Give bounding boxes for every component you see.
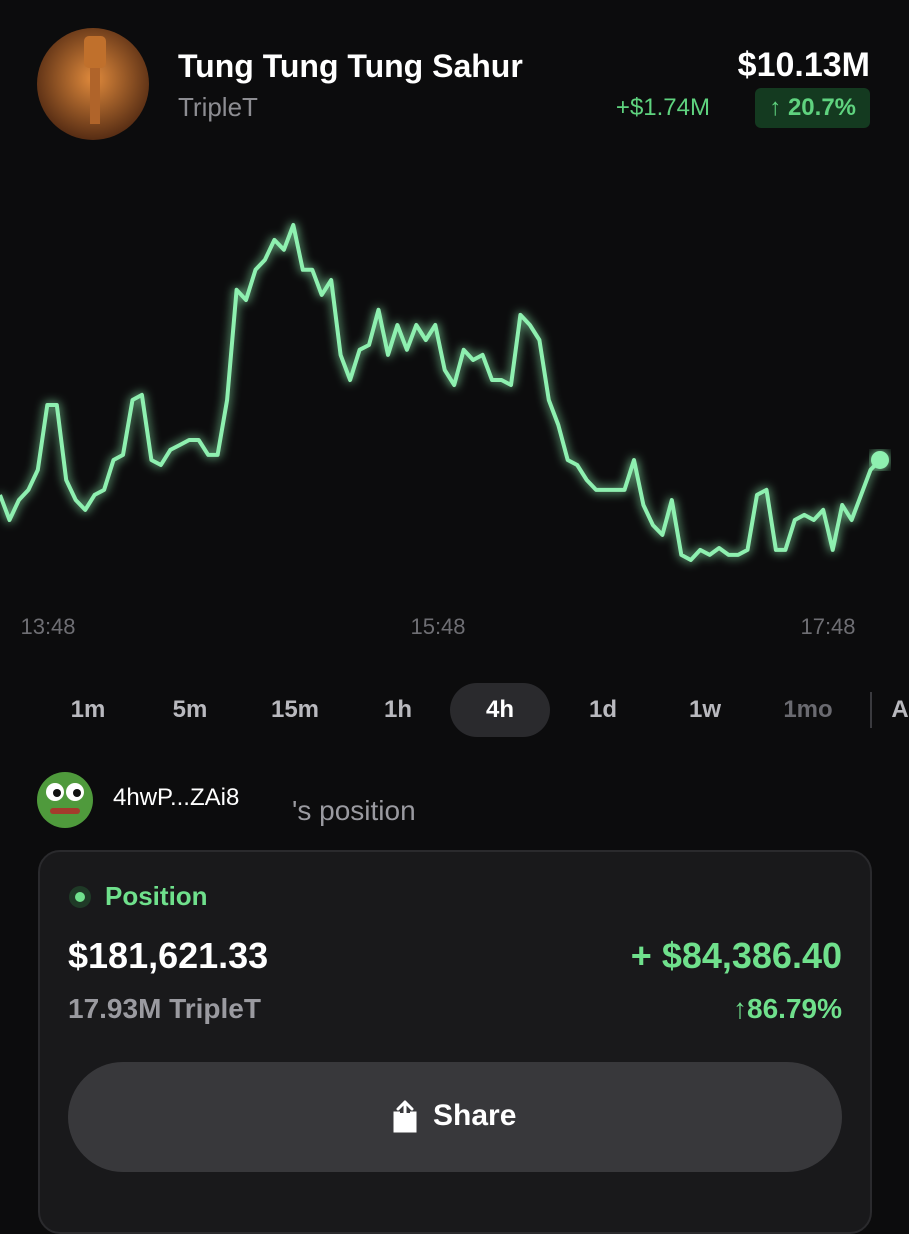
position-value: $181,621.33 bbox=[68, 935, 269, 976]
timeframe-option[interactable]: 15m bbox=[270, 696, 320, 723]
avatar-mouth bbox=[50, 808, 80, 814]
wallet-suffix: 's position bbox=[292, 795, 416, 826]
timeframe-option[interactable]: 1w bbox=[688, 696, 722, 723]
timeframe-option[interactable]: 1m bbox=[70, 696, 106, 723]
share-button[interactable] bbox=[68, 1062, 842, 1172]
avatar-pupil bbox=[53, 789, 61, 797]
token-title: Tung Tung Tung Sahur bbox=[178, 48, 523, 84]
timeframe-option[interactable]: A bbox=[891, 696, 909, 723]
timeframe-option[interactable]: 4h bbox=[450, 683, 550, 737]
avatar-figure bbox=[84, 36, 106, 68]
change-percent: ↑ 20.7% bbox=[755, 88, 870, 128]
position-pnl: + $84,386.40 bbox=[630, 935, 842, 976]
x-tick-label: 15:48 bbox=[410, 614, 466, 639]
chart-layer bbox=[0, 28, 889, 828]
position-pnl-percent: ↑86.79% bbox=[733, 993, 842, 1024]
last-point bbox=[871, 450, 889, 469]
share-label[interactable]: Share bbox=[433, 1099, 517, 1132]
timeframe-option[interactable]: 1mo bbox=[783, 696, 833, 723]
position-label: Position bbox=[105, 881, 208, 911]
wallet-address[interactable]: 4hwP...ZAi8 bbox=[113, 784, 240, 811]
price-line bbox=[0, 223, 882, 562]
timeframe-option[interactable]: 1h bbox=[383, 696, 413, 723]
status-dot bbox=[69, 886, 91, 908]
timeframe-option[interactable]: 5m bbox=[172, 696, 208, 723]
share-icon bbox=[393, 1100, 417, 1133]
position-amount: 17.93M TripleT bbox=[68, 993, 261, 1024]
token-ticker: TripleT bbox=[178, 92, 258, 122]
divider bbox=[870, 692, 872, 728]
market-cap-change: +$1.74M bbox=[615, 94, 710, 121]
page: {"header": {"title": "Tung Tung Tung Sah… bbox=[0, 28, 909, 1234]
timeframe-option[interactable]: 1d bbox=[588, 696, 618, 723]
avatar-figure bbox=[90, 68, 100, 124]
x-tick-label: 13:48 bbox=[20, 614, 76, 639]
avatar-pupil bbox=[73, 789, 81, 797]
wallet-avatar bbox=[37, 772, 93, 828]
x-tick-label: 17:48 bbox=[800, 614, 856, 639]
market-cap: $10.13M bbox=[737, 46, 870, 84]
